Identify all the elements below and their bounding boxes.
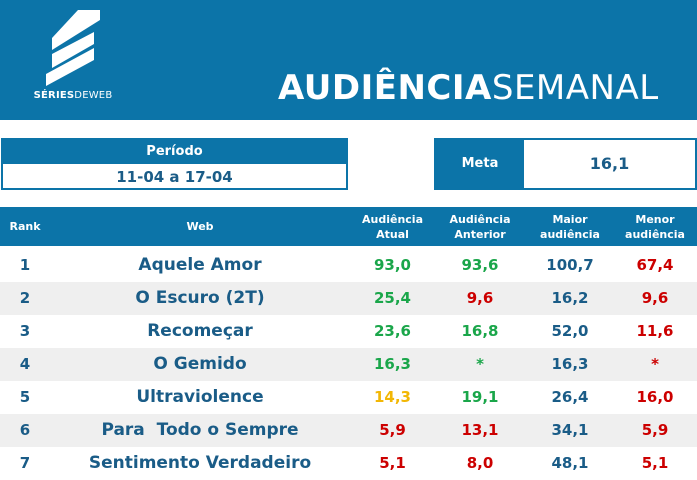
rank-cell: 2 (19, 289, 31, 307)
meta-value: 16,1 (589, 154, 630, 173)
atual-cell: 93,0 (373, 256, 411, 274)
maior-cell: 48,1 (551, 454, 589, 472)
logo-text: SÉRIESDEWEB (28, 90, 118, 101)
header-menor-line1: Menor (635, 212, 675, 226)
periodo-value: 11-04 a 17-04 (116, 168, 233, 186)
rank-cell: 7 (19, 454, 31, 472)
web-cell: O Escuro (2T) (135, 288, 265, 308)
anterior-cell: * (476, 355, 484, 373)
rank-cell: 1 (19, 256, 31, 274)
maior-cell: 16,3 (551, 355, 589, 373)
header-atual-line2: Atual (376, 227, 409, 241)
meta-label: Meta (436, 140, 524, 188)
table-row: 5 Ultraviolence 14,3 19,1 26,4 16,0 (0, 381, 697, 414)
header-web: Web (186, 220, 214, 233)
header-rank: Rank (9, 220, 41, 233)
table-row: 7 Sentimento Verdadeiro 5,1 8,0 48,1 5,1 (0, 447, 697, 480)
maior-cell: 100,7 (546, 256, 594, 274)
atual-cell: 5,1 (379, 454, 406, 472)
anterior-cell: 9,6 (466, 289, 494, 307)
web-cell: Recomeçar (147, 321, 253, 341)
menor-cell: 5,9 (641, 421, 669, 439)
atual-cell: 14,3 (373, 388, 411, 406)
table-row: 6 Para Todo o Sempre 5,9 13,1 34,1 5,9 (0, 414, 697, 447)
menor-cell: * (651, 355, 659, 373)
logo-text-bold: SÉRIES (33, 90, 75, 101)
header-banner: SÉRIESDEWEB AUDIÊNCIASEMANAL (0, 0, 697, 120)
menor-cell: 9,6 (641, 289, 669, 307)
header-anterior-line1: Audiência (449, 212, 511, 226)
table-row: 2 O Escuro (2T) 25,4 9,6 16,2 9,6 (0, 282, 697, 315)
anterior-cell: 19,1 (461, 388, 499, 406)
anterior-cell: 13,1 (461, 421, 499, 439)
rank-cell: 5 (19, 388, 31, 406)
header-maior: Maior audiência (530, 207, 610, 246)
s-logo-icon (46, 10, 100, 86)
rank-cell: 4 (19, 355, 31, 373)
anterior-cell: 16,8 (461, 322, 499, 340)
header-anterior: Audiência Anterior (440, 207, 520, 246)
table-row: 3 Recomeçar 23,6 16,8 52,0 11,6 (0, 315, 697, 348)
header-menor: Menor audiência (615, 207, 695, 246)
menor-cell: 5,1 (641, 454, 669, 472)
menor-cell: 11,6 (636, 322, 674, 340)
web-cell: Ultraviolence (136, 387, 264, 407)
web-cell: Para Todo o Sempre (101, 420, 299, 440)
table-header: Rank Web Audiência Atual Audiência Anterio… (0, 207, 697, 246)
table-row: 4 O Gemido 16,3 * 16,3 * (0, 348, 697, 381)
logo-text-light: DEWEB (74, 90, 113, 101)
table-row: 1 Aquele Amor 93,0 93,6 100,7 67,4 (0, 249, 697, 282)
anterior-cell: 93,6 (461, 256, 499, 274)
rank-cell: 6 (19, 421, 31, 439)
page-title: AUDIÊNCIASEMANAL (278, 68, 659, 108)
web-cell: Aquele Amor (138, 255, 262, 275)
header-atual-line1: Audiência (362, 212, 423, 226)
periodo-box: Período 11-04 a 17-04 (1, 138, 348, 190)
brand-logo: SÉRIESDEWEB (28, 10, 118, 110)
anterior-cell: 8,0 (466, 454, 494, 472)
header-maior-line1: Maior (552, 212, 588, 226)
web-cell: Sentimento Verdadeiro (88, 453, 312, 473)
title-light: SEMANAL (491, 68, 659, 108)
header-menor-line2: audiência (625, 227, 685, 241)
header-atual: Audiência Atual (355, 207, 430, 246)
header-anterior-line2: Anterior (454, 227, 506, 241)
atual-cell: 25,4 (373, 289, 411, 307)
maior-cell: 16,2 (551, 289, 589, 307)
periodo-label: Período (3, 140, 346, 164)
atual-cell: 5,9 (379, 421, 406, 439)
menor-cell: 16,0 (636, 388, 674, 406)
header-maior-line2: audiência (540, 227, 600, 241)
atual-cell: 23,6 (373, 322, 411, 340)
maior-cell: 34,1 (551, 421, 589, 439)
title-bold: AUDIÊNCIA (278, 68, 492, 108)
rank-cell: 3 (19, 322, 31, 340)
meta-box: Meta 16,1 (434, 138, 697, 190)
atual-cell: 16,3 (373, 355, 411, 373)
web-cell: O Gemido (153, 354, 247, 374)
menor-cell: 67,4 (636, 256, 674, 274)
maior-cell: 52,0 (551, 322, 589, 340)
maior-cell: 26,4 (551, 388, 589, 406)
